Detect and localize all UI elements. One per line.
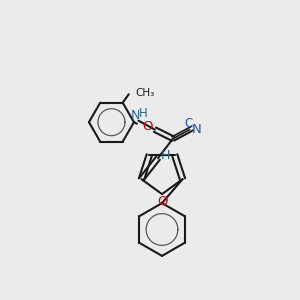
Text: H: H [161, 149, 170, 162]
Text: C: C [185, 117, 193, 130]
Text: CH₃: CH₃ [135, 88, 154, 98]
Text: N: N [191, 123, 201, 136]
Text: O: O [142, 120, 152, 133]
Text: N: N [131, 109, 140, 122]
Text: H: H [139, 107, 148, 120]
Text: O: O [157, 195, 167, 208]
